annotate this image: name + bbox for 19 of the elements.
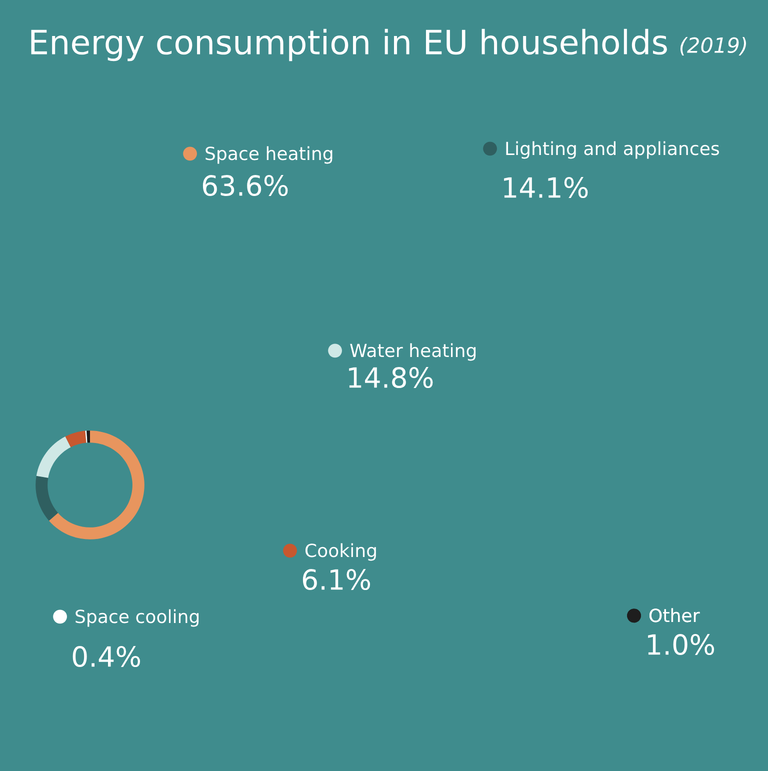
data-label: 63.6% bbox=[202, 175, 288, 196]
donut-slice bbox=[86, 430, 90, 443]
legend-label: Other bbox=[649, 608, 700, 622]
donut-slice bbox=[48, 430, 144, 540]
donut-slice bbox=[65, 430, 86, 448]
data-label: 1.0% bbox=[648, 634, 714, 656]
donut-slice bbox=[36, 436, 71, 478]
data-label: 14.8% bbox=[349, 367, 433, 388]
legend-label: Lighting and appliances bbox=[506, 141, 719, 159]
legend-label: Cooking bbox=[305, 543, 376, 561]
chart-subtitle: (2019) bbox=[680, 36, 746, 56]
data-label: 6.1% bbox=[302, 569, 370, 590]
legend-label: Water heating bbox=[350, 343, 476, 361]
chart-title: Energy consumption in EU households bbox=[31, 28, 667, 62]
data-label: 14.1% bbox=[504, 177, 588, 198]
legend-label: Space heating bbox=[206, 146, 332, 164]
legend-label: Space cooling bbox=[76, 609, 199, 627]
donut-slice bbox=[36, 476, 58, 521]
data-label: 0.4% bbox=[72, 646, 140, 668]
